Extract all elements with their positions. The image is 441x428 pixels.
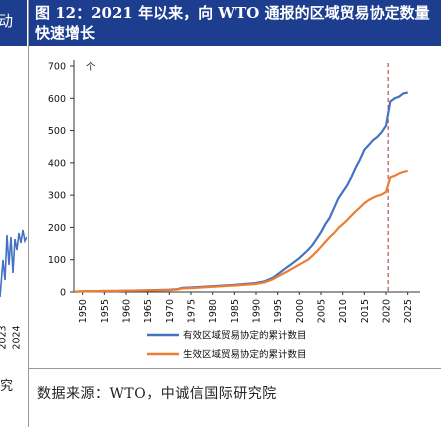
x-tick-label: 2025: [403, 299, 414, 323]
x-tick-label: 2000: [295, 299, 306, 323]
series-line-effective: [73, 91, 408, 293]
x-tick-label: 2010: [338, 299, 349, 323]
x-tick-label: 1980: [208, 299, 219, 323]
legend-label-in-force: 生效区域贸易协定的累计数目: [183, 349, 307, 361]
left-panel: 动 2023 2024 究: [0, 0, 27, 427]
left-panel-footer-fragment: 究: [0, 379, 14, 394]
x-tick-label: 2005: [317, 299, 328, 323]
y-tick-label: 400: [48, 158, 66, 169]
left-panel-title: 动: [0, 0, 27, 46]
left-panel-mini-line: [0, 229, 27, 298]
x-tick-label: 1965: [143, 299, 154, 323]
y-tick-label: 300: [48, 191, 66, 202]
y-tick-label: 0: [60, 288, 66, 299]
x-tick-label: 1985: [230, 299, 241, 323]
x-tick-label: 1995: [273, 299, 284, 323]
x-tick-label: 1960: [122, 299, 133, 323]
y-tick-label: 700: [48, 62, 66, 73]
y-tick-label: 200: [48, 223, 66, 234]
x-tick-label: 1950: [78, 299, 89, 323]
x-tick-label: 1955: [100, 299, 111, 323]
y-unit-label: 个: [86, 62, 96, 73]
y-tick-label: 600: [48, 94, 66, 105]
left-panel-title-fragment: 动: [0, 12, 14, 30]
left-panel-year-2023: 2023: [0, 325, 9, 350]
figure-title: 图 12：2021 年以来，向 WTO 通报的区域贸易协定数量快速增长: [35, 4, 430, 42]
panel-divider: [28, 0, 29, 427]
series-line-in-force: [73, 169, 408, 293]
y-tick-label: 500: [48, 126, 66, 137]
line-chart: 0 100 200 300 400 500 600 700 个 1950 1955 1960 1965 1…: [48, 60, 420, 361]
legend-label-effective: 有效区域贸易协定的累计数目: [183, 330, 307, 342]
source-note: 数据来源：WTO，中诚信国际研究院: [29, 368, 441, 428]
x-tick-label: 1970: [165, 299, 176, 323]
x-tick-label: 1975: [187, 299, 198, 323]
left-panel-mini-chart: [0, 229, 27, 298]
source-text: 数据来源：WTO，中诚信国际研究院: [37, 386, 277, 402]
figure-title-bar: 图 12：2021 年以来，向 WTO 通报的区域贸易协定数量快速增长: [29, 0, 441, 46]
y-tick-label: 100: [48, 255, 66, 266]
x-tick-label: 2015: [360, 299, 371, 323]
x-tick-label: 1990: [252, 299, 263, 323]
left-panel-year-2024: 2024: [11, 325, 23, 350]
x-tick-label: 2020: [382, 299, 393, 323]
